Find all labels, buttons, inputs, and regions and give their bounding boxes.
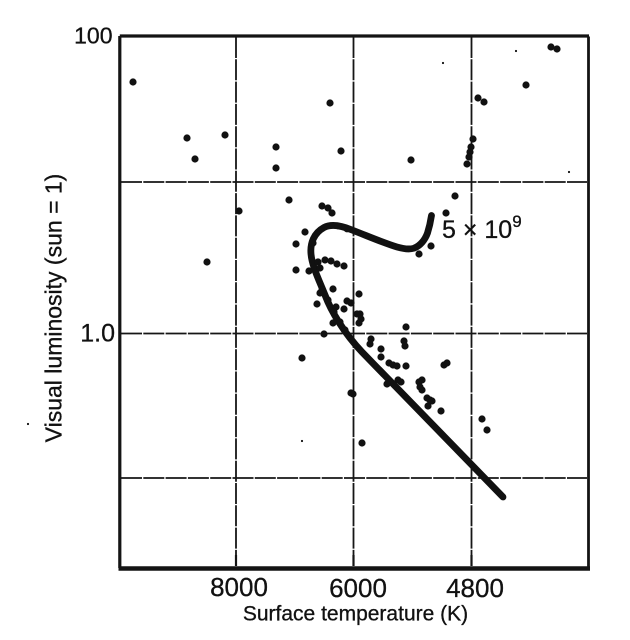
svg-text:6000: 6000: [329, 573, 387, 603]
svg-text:8000: 8000: [210, 572, 268, 602]
svg-text:5 × 109: 5 × 109: [442, 212, 522, 244]
svg-text:100: 100: [74, 23, 112, 49]
svg-text:1.0: 1.0: [80, 320, 115, 348]
svg-text:4800: 4800: [446, 573, 504, 603]
svg-text:Surface temperature (K): Surface temperature (K): [243, 603, 468, 626]
svg-text:Visual luminosity (sun = 1): Visual luminosity (sun = 1): [41, 174, 67, 443]
